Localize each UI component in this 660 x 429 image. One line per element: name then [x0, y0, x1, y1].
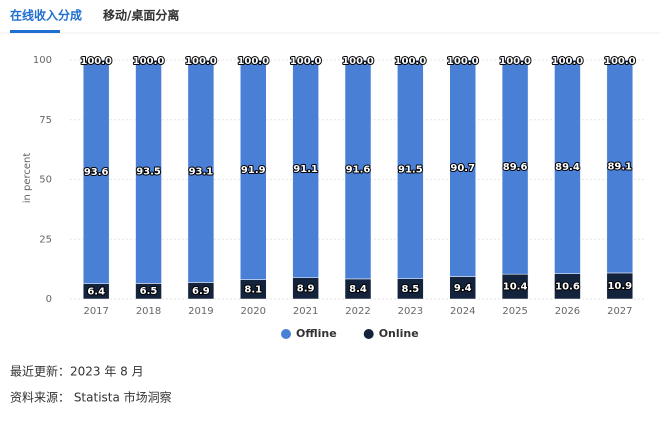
data-label: 6.9 — [192, 286, 210, 297]
y-tick-label: 25 — [39, 234, 52, 245]
bar-segment — [187, 59, 215, 283]
x-tick-label: 2021 — [293, 306, 318, 317]
bar-segment — [554, 59, 581, 274]
total-label: 100.0 — [499, 56, 531, 67]
bar-segment — [397, 59, 424, 279]
legend-marker — [363, 329, 374, 339]
data-label: 91.1 — [293, 164, 318, 175]
data-label: 91.5 — [398, 164, 423, 175]
bar-segment — [82, 59, 110, 284]
x-tick-label: 2017 — [83, 306, 108, 317]
data-label: 93.6 — [84, 167, 109, 178]
tab-underline — [10, 30, 60, 33]
total-label: 100.0 — [447, 56, 479, 67]
data-label: 10.9 — [607, 281, 632, 292]
x-tick-label: 2027 — [607, 306, 632, 317]
data-label: 9.4 — [454, 283, 472, 294]
bar-segment — [606, 59, 634, 274]
bar-segment — [554, 273, 581, 300]
data-label: 10.6 — [555, 281, 580, 292]
bar-segment — [240, 59, 267, 280]
data-label: 6.5 — [140, 286, 158, 297]
y-tick-label: 100 — [33, 55, 52, 66]
bar-segment — [606, 272, 634, 300]
x-tick-label: 2019 — [188, 306, 213, 317]
data-label: 90.7 — [450, 163, 475, 174]
total-label: 100.0 — [80, 56, 112, 67]
data-label: 89.4 — [555, 162, 580, 173]
total-label: 100.0 — [552, 56, 584, 67]
footer-updated: 最近更新：2023 年 8 月 — [10, 364, 144, 379]
x-tick-label: 2023 — [398, 306, 423, 317]
legend-label: Offline — [296, 327, 337, 340]
x-tick-label: 2020 — [241, 306, 266, 317]
x-tick-label: 2022 — [345, 306, 370, 317]
data-label: 8.5 — [402, 284, 420, 295]
data-label: 10.4 — [503, 282, 528, 293]
bar-segment — [135, 59, 162, 284]
total-label: 100.0 — [237, 56, 269, 67]
data-label: 89.6 — [503, 162, 528, 173]
tab[interactable]: 移动/桌面分离 — [103, 8, 179, 23]
data-label: 91.6 — [346, 164, 371, 175]
legend-marker — [281, 329, 291, 339]
y-axis-label: in percent — [22, 153, 33, 204]
x-tick-label: 2018 — [136, 306, 161, 317]
y-tick-label: 50 — [39, 175, 52, 186]
x-tick-label: 2026 — [555, 306, 580, 317]
data-label: 91.9 — [241, 165, 266, 176]
bar-segment — [344, 59, 372, 280]
total-label: 100.0 — [185, 56, 217, 67]
data-label: 8.1 — [244, 284, 262, 295]
data-label: 8.9 — [297, 283, 315, 294]
data-label: 89.1 — [607, 161, 632, 172]
bar-segment — [501, 273, 529, 300]
data-label: 8.4 — [349, 284, 367, 295]
footer-source: 资料来源： Statista 市场洞察 — [10, 390, 172, 405]
data-label: 93.1 — [189, 166, 214, 177]
total-label: 100.0 — [342, 56, 374, 67]
bar-segment — [501, 59, 529, 275]
total-label: 100.0 — [290, 56, 322, 67]
x-tick-label: 2024 — [450, 306, 475, 317]
total-label: 100.0 — [133, 56, 165, 67]
data-label: 93.5 — [136, 167, 161, 178]
y-tick-label: 0 — [46, 294, 52, 305]
total-label: 100.0 — [604, 56, 636, 67]
x-tick-label: 2025 — [502, 306, 527, 317]
bar-segment — [449, 59, 476, 277]
bar-segment — [292, 59, 319, 278]
data-label: 6.4 — [87, 286, 105, 297]
y-tick-label: 75 — [39, 115, 52, 126]
total-label: 100.0 — [395, 56, 427, 67]
legend-label: Online — [379, 327, 419, 340]
tab[interactable]: 在线收入分成 — [10, 8, 82, 23]
